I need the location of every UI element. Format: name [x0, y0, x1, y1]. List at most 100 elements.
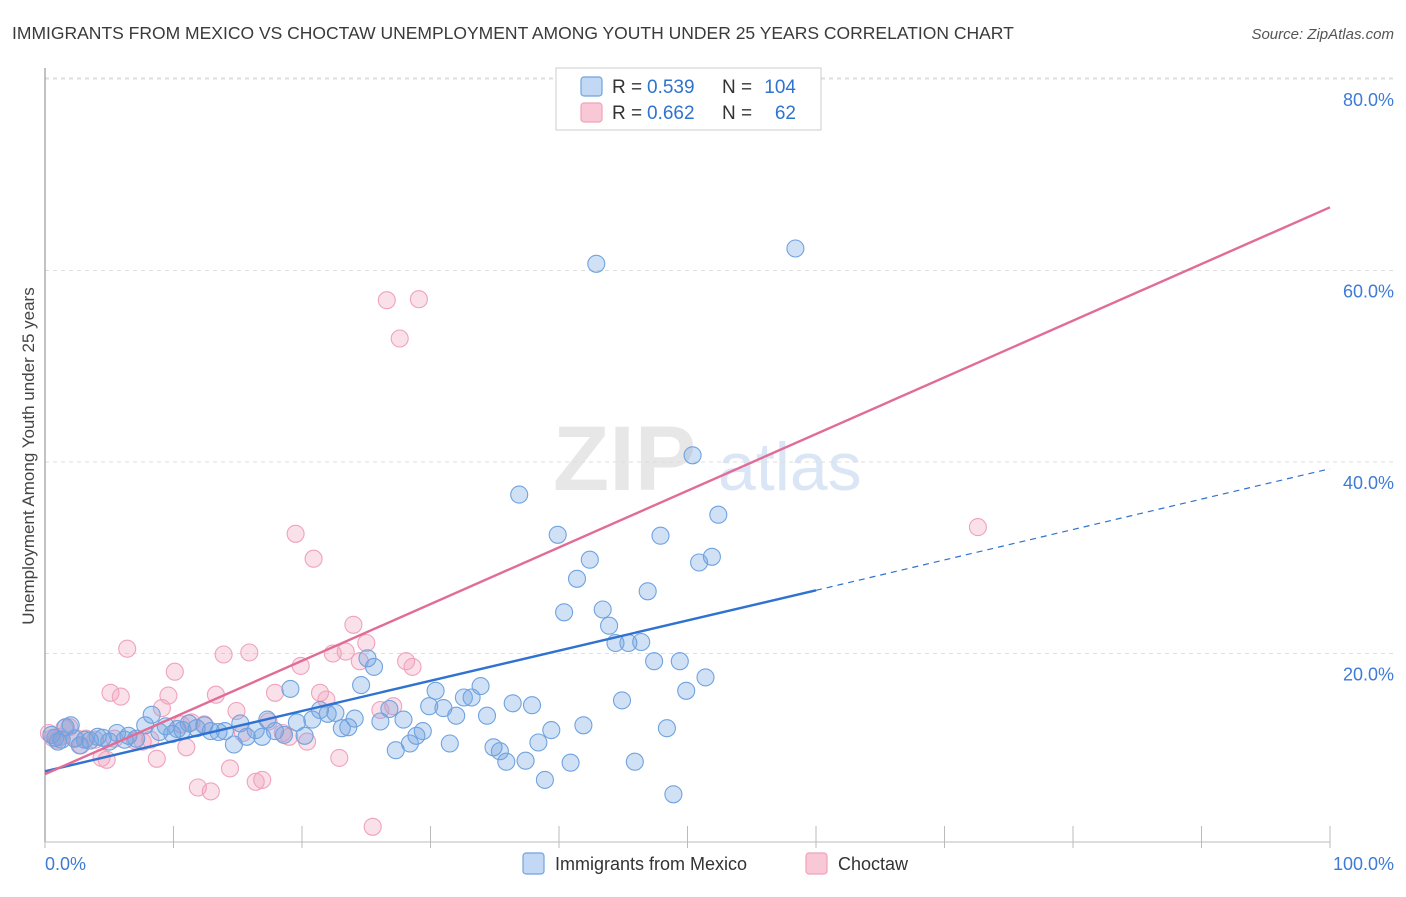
mexico-point-22: [168, 720, 187, 739]
choctaw-point-53: [363, 817, 382, 836]
choctaw-point-15: [118, 639, 137, 658]
stats-legend: R = 0.539 N = 104 R = 0.662 N = 62: [555, 67, 822, 131]
mexico-point-90: [632, 632, 651, 652]
mexico-point-54: [394, 710, 413, 729]
mexico-point-39: [287, 713, 306, 732]
mexico-point-87: [612, 691, 632, 710]
stat-r-label-mexico: R =: [612, 77, 642, 98]
mexico-point-36: [265, 722, 285, 741]
mexico-point-45: [332, 719, 351, 738]
mexico-point-72: [516, 751, 535, 770]
mexico-point-93: [651, 526, 670, 545]
y-tick-label-3: 80.0%: [1343, 90, 1394, 110]
mexico-point-56: [407, 726, 426, 745]
choctaw-point-22: [165, 662, 184, 681]
mexico-point-62: [447, 706, 466, 725]
trend-line-choctaw: [44, 206, 1331, 776]
y-tick-label-0: 20.0%: [1343, 665, 1394, 685]
choctaw-point-30: [214, 645, 233, 664]
mexico-point-102: [709, 505, 728, 524]
choctaw-point-11: [97, 750, 116, 769]
mexico-point-40: [295, 726, 314, 745]
mexico-point-83: [587, 254, 606, 273]
mexico-point-95: [664, 785, 683, 804]
choctaw-point-28: [201, 782, 220, 801]
mexico-point-61: [440, 734, 459, 753]
choctaw-point-21: [159, 686, 178, 705]
mexico-point-65: [471, 677, 490, 696]
mexico-point-78: [555, 603, 574, 622]
stat-n-value-mexico: 104: [764, 77, 796, 98]
axis-layer: [44, 68, 1330, 843]
mexico-point-79: [561, 753, 580, 772]
chart-source: Source: ZipAtlas.com: [1251, 26, 1394, 43]
y-tick-labels: 20.0% 40.0% 60.0% 80.0%: [1343, 90, 1394, 685]
stat-r-value-choctaw: 0.662: [647, 103, 695, 124]
y-tick-label-2: 60.0%: [1343, 282, 1394, 302]
series-legend-swatch-mexico: [522, 852, 545, 875]
choctaw-point-3: [51, 727, 70, 746]
mexico-point-48: [352, 676, 371, 695]
mexico-point-82: [580, 550, 599, 569]
mexico-point-74: [529, 733, 548, 752]
mexico-point-101: [702, 547, 721, 566]
choctaw-point-61: [968, 518, 987, 537]
choctaw-point-38: [265, 683, 285, 702]
mexico-point-100: [696, 668, 715, 687]
stat-n-label-mexico: N =: [722, 77, 752, 98]
x-tick-label-1: 100.0%: [1333, 854, 1394, 874]
choctaw-point-49: [336, 642, 355, 661]
mexico-point-98: [683, 446, 702, 465]
series-mexico-points: [42, 239, 805, 804]
y-axis-label: Unemployment Among Youth under 25 years: [19, 287, 38, 624]
stat-r-label-choctaw: R =: [612, 103, 642, 124]
trend-line-mexico: [44, 589, 817, 773]
mexico-point-91: [638, 582, 657, 601]
choctaw-point-12: [101, 683, 120, 702]
mexico-point-76: [542, 721, 561, 740]
mexico-point-10: [88, 727, 107, 746]
stat-r-value-mexico: 0.539: [647, 77, 695, 98]
mexico-point-71: [510, 485, 529, 504]
series-legend-swatch-choctaw: [805, 852, 828, 875]
choctaw-point-44: [304, 549, 323, 568]
mexico-point-73: [522, 696, 542, 715]
mexico-point-81: [574, 716, 593, 735]
choctaw-point-48: [330, 748, 349, 767]
choctaw-point-59: [403, 657, 422, 676]
choctaw-point-36: [253, 770, 272, 789]
choctaw-point-50: [344, 615, 363, 634]
stat-n-label-choctaw: N =: [722, 103, 752, 124]
choctaw-point-57: [390, 329, 409, 348]
mexico-point-75: [535, 770, 554, 789]
mexico-point-18: [142, 705, 161, 724]
stat-n-value-choctaw: 62: [775, 103, 796, 124]
series-legend: Immigrants from Mexico Choctaw: [522, 852, 909, 875]
mexico-point-63: [454, 688, 473, 707]
mexico-point-32: [237, 727, 256, 746]
mexico-point-5: [61, 716, 80, 735]
legend-swatch-mexico: [580, 76, 603, 97]
mexico-point-51: [371, 712, 390, 731]
mexico-point-80: [567, 569, 587, 588]
mexico-point-58: [420, 697, 439, 716]
mexico-point-103: [786, 239, 805, 258]
y-tick-label-1: 40.0%: [1343, 473, 1394, 493]
x-tick-label-0: 0.0%: [45, 854, 86, 874]
watermark-zip: ZIP: [553, 408, 696, 510]
chart-title: IMMIGRANTS FROM MEXICO VS CHOCTAW UNEMPL…: [12, 23, 1014, 43]
watermark: ZIP atlas: [553, 408, 862, 510]
mexico-point-97: [677, 681, 696, 700]
series-legend-label-mexico: Immigrants from Mexico: [555, 854, 747, 874]
mexico-point-96: [670, 652, 689, 671]
choctaw-point-31: [220, 759, 240, 778]
mexico-point-37: [274, 725, 294, 744]
mexico-point-89: [625, 752, 644, 771]
series-choctaw-points: [39, 290, 987, 836]
choctaw-point-52: [357, 633, 376, 653]
points-layer: [39, 239, 987, 836]
choctaw-point-60: [409, 290, 428, 309]
mexico-point-66: [477, 706, 497, 725]
